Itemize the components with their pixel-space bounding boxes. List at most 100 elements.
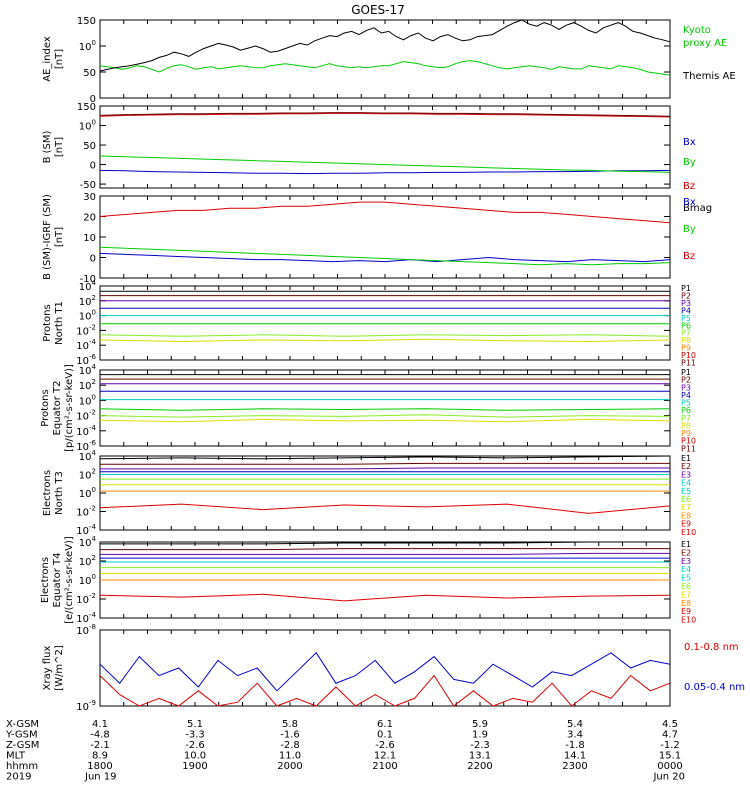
legend-entry: E8 bbox=[681, 599, 691, 608]
y-tick-label: 10 bbox=[83, 233, 96, 244]
y-axis-label: North T3 bbox=[54, 471, 65, 515]
y-tick-exponent: 0 bbox=[92, 573, 96, 581]
legend-entry: P2 bbox=[681, 291, 691, 300]
y-tick-exponent: -2 bbox=[89, 592, 96, 600]
legend-entry: 0.1-0.8 nm bbox=[684, 642, 739, 653]
ephem-value: -2.1 bbox=[90, 740, 110, 751]
y-axis-label: [p/(cm²-s-sr-keV)] bbox=[64, 364, 75, 452]
legend: 0.1-0.8 nm 0.05-0.4 nm bbox=[684, 642, 745, 693]
ephem-row-label: Y-GSM bbox=[5, 730, 38, 741]
y-tick-label: 20 bbox=[83, 213, 96, 224]
series-line-e2 bbox=[100, 548, 670, 551]
ephem-value: 0000 bbox=[657, 761, 682, 772]
ephem-value: 6.1 bbox=[377, 719, 393, 730]
series-line-by bbox=[99, 246, 671, 266]
legend-entry: P2 bbox=[681, 376, 691, 385]
y-tick-label: 100 bbox=[79, 573, 96, 587]
panel-3: -10 0 10 20 30 B (SM)-IGRF (SM) [nT] Bx By Bz bbox=[42, 192, 696, 285]
legend-entry: E9 bbox=[681, 607, 691, 616]
ephem-value: 2000 bbox=[277, 761, 302, 772]
legend-entry: P1 bbox=[681, 284, 691, 293]
series-line-themis-ae bbox=[99, 19, 671, 72]
legend-entry: By bbox=[683, 224, 696, 235]
y-tick-exponent: -6 bbox=[89, 353, 97, 361]
panel-frame bbox=[99, 105, 671, 189]
y-tick-exponent: -2 bbox=[89, 323, 96, 331]
series-line-bmag bbox=[99, 112, 671, 117]
legend-entry: P3 bbox=[681, 383, 691, 392]
ephem-value: 3.4 bbox=[567, 730, 583, 741]
y-tick-label: 0 bbox=[90, 94, 96, 105]
legend-entry: P11 bbox=[681, 359, 696, 368]
y-axis-label: Electrons bbox=[42, 470, 53, 516]
ephemeris-table: X-GSM 4.1 5.1 5.8 6.1 5.9 5.4 4.5Y-GSM -4.8 -3.3-… bbox=[5, 719, 685, 783]
ephem-value: 4.7 bbox=[662, 730, 678, 741]
series-line-p6 bbox=[99, 408, 671, 411]
y-axis-label: B (SM)-IGRF (SM) bbox=[42, 194, 53, 280]
legend-entry: P1 bbox=[681, 368, 691, 377]
legend-entry: E10 bbox=[681, 616, 696, 625]
legend-entry: P8 bbox=[681, 421, 691, 430]
y-tick-exponent: -4 bbox=[89, 611, 97, 619]
series-line-e9 bbox=[99, 593, 671, 602]
ephem-value: -1.8 bbox=[565, 740, 585, 751]
legend-entry: P11 bbox=[681, 444, 696, 453]
legend-entry: P4 bbox=[681, 306, 691, 315]
legend-entry: E4 bbox=[681, 479, 691, 488]
ephem-value: 10.0 bbox=[184, 751, 206, 762]
legend-entry: Bmag bbox=[683, 203, 712, 214]
legend-entry: E7 bbox=[681, 590, 691, 599]
y-axis-label: AE_index bbox=[42, 36, 53, 82]
ephem-value: 5.9 bbox=[472, 719, 488, 730]
legend-entry: P6 bbox=[681, 321, 691, 330]
legend-entry: P3 bbox=[681, 299, 691, 308]
legend-entry: E5 bbox=[681, 487, 691, 496]
ephem-value: 15.1 bbox=[659, 751, 681, 762]
series-line-e1 bbox=[100, 541, 670, 545]
series-line-e9 bbox=[99, 503, 671, 514]
series-line-0-1-0-8-nm bbox=[99, 674, 671, 707]
panel-2: -50 0 50 100 150 B (SM) [nT] Bx By Bz Bmag bbox=[42, 102, 712, 214]
y-axis-label: Protons bbox=[42, 304, 53, 341]
legend-entry: P7 bbox=[681, 329, 691, 338]
series-line-bx bbox=[99, 252, 671, 263]
y-tick-exponent: 2 bbox=[92, 378, 96, 386]
y-tick-exponent: -6 bbox=[89, 439, 97, 447]
legend-entry: By bbox=[683, 157, 696, 168]
series-line-e2 bbox=[100, 462, 670, 465]
y-tick-label: 102 bbox=[79, 468, 96, 482]
legend-entry: E3 bbox=[681, 557, 691, 566]
legend-entry: Bz bbox=[683, 251, 695, 262]
y-tick-label: 150 bbox=[77, 102, 96, 113]
y-axis-label: [nT] bbox=[54, 227, 65, 247]
y-tick-label: 0 bbox=[90, 254, 96, 265]
legend: Bx By Bz bbox=[683, 197, 696, 262]
ephem-value: Jun 19 bbox=[84, 772, 117, 783]
ephem-value: -2.6 bbox=[375, 740, 395, 751]
ephem-value: 2200 bbox=[467, 761, 492, 772]
y-tick-exponent: -8 bbox=[89, 623, 96, 631]
panel-8: 10-9 10-8 Xray flux [W/m^2] 0.1-0.8 nm 0.05-0… bbox=[42, 623, 745, 713]
y-tick-exponent: 2 bbox=[92, 468, 96, 476]
legend-entry: E7 bbox=[681, 503, 691, 512]
ephem-row-label: MLT bbox=[6, 751, 26, 762]
y-axis-label: [nT] bbox=[54, 49, 65, 69]
series-line-e3 bbox=[100, 552, 670, 555]
series-line-bz bbox=[99, 201, 671, 224]
y-tick-exponent: -4 bbox=[89, 523, 97, 531]
legend-entry: E2 bbox=[681, 462, 691, 471]
series-line-bx bbox=[99, 169, 671, 175]
y-tick-label: 102 bbox=[79, 294, 96, 308]
legend: Kyoto proxy AE Themis AE bbox=[682, 25, 736, 82]
y-tick-exponent: -4 bbox=[89, 424, 97, 432]
legend-entry: E4 bbox=[681, 565, 691, 574]
y-axis-label: [nT] bbox=[54, 137, 65, 157]
y-tick-exponent: -2 bbox=[89, 409, 96, 417]
ephem-value: -3.3 bbox=[185, 730, 205, 741]
ephem-value: 1800 bbox=[87, 761, 112, 772]
ephem-value: -2.8 bbox=[280, 740, 300, 751]
legend-entry: P9 bbox=[681, 429, 691, 438]
